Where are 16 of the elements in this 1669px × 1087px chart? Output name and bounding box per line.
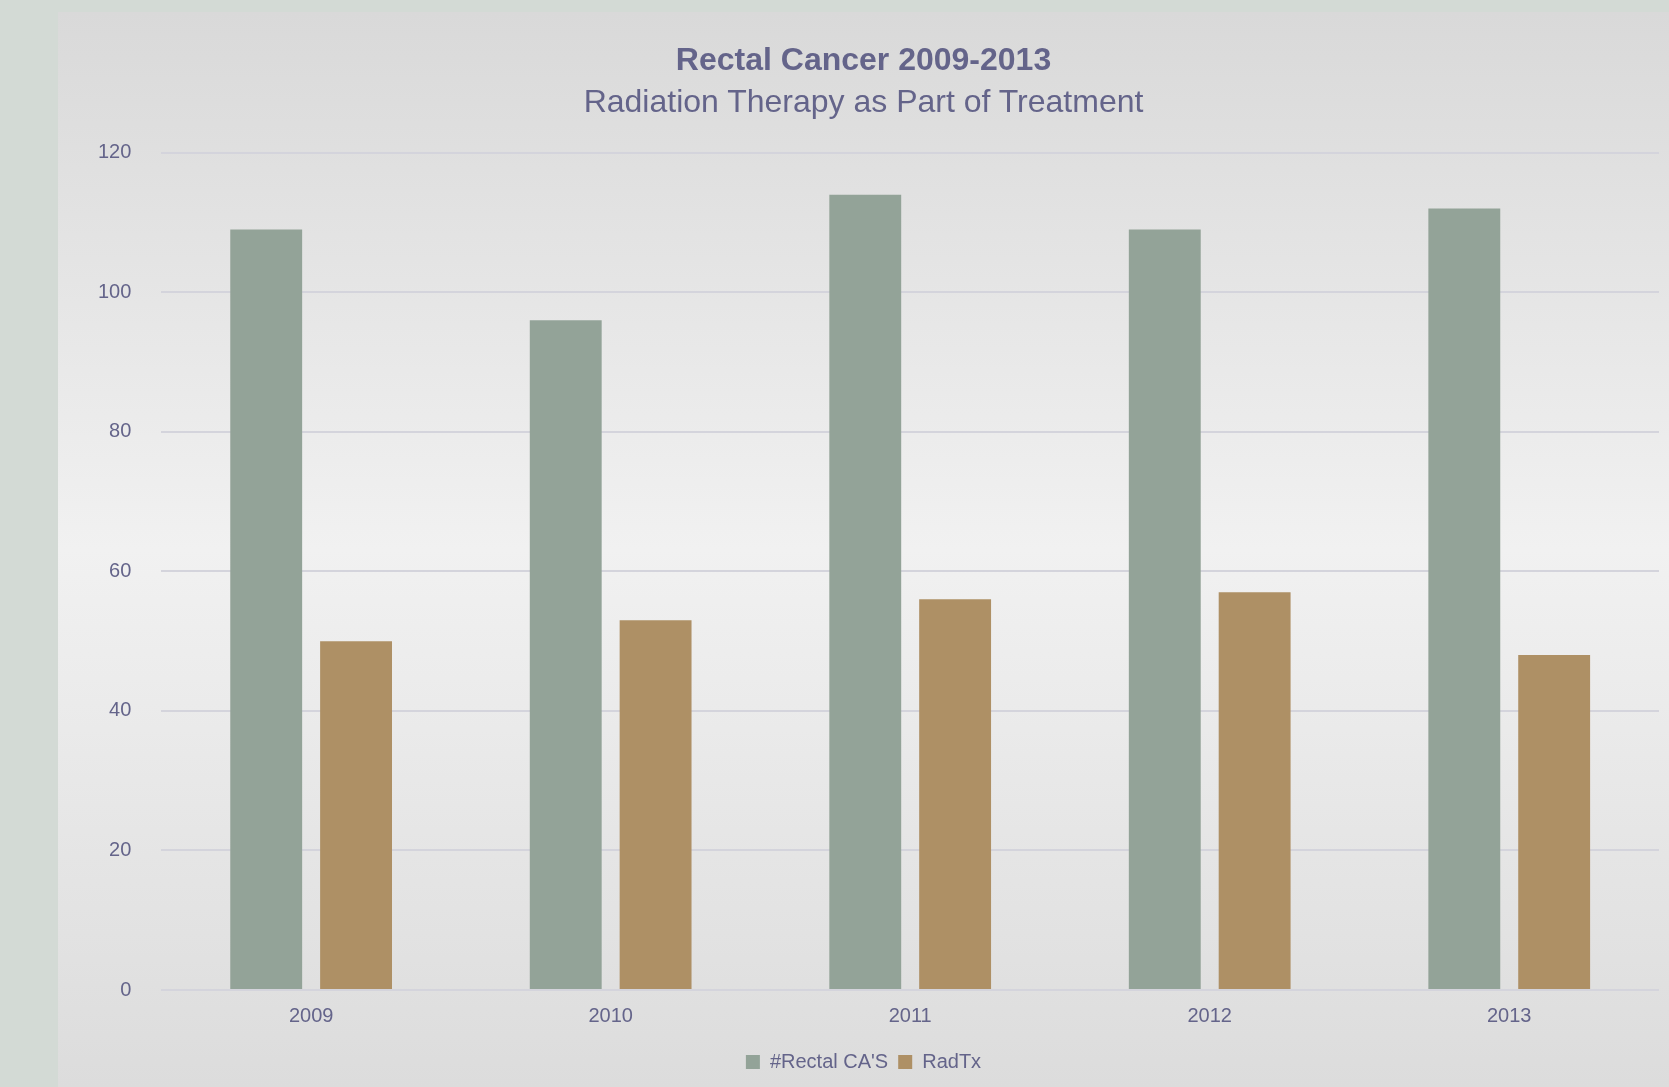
y-tick-label: 20 bbox=[109, 837, 132, 860]
y-tick-label: 0 bbox=[120, 977, 132, 1000]
chart-subtitle: Radiation Therapy as Part of Treatment bbox=[583, 83, 1144, 120]
legend-label: RadTx bbox=[922, 1049, 982, 1072]
x-tick-label: 2010 bbox=[588, 1003, 633, 1026]
x-tick-label: 2009 bbox=[288, 1003, 334, 1026]
x-tick-label: 2012 bbox=[1187, 1003, 1232, 1026]
y-tick-label: 100 bbox=[97, 279, 132, 302]
y-tick-label: 80 bbox=[109, 419, 132, 442]
x-tick-label: 2013 bbox=[1486, 1003, 1532, 1026]
y-tick-label: 120 bbox=[97, 140, 132, 163]
x-tick-label: 2011 bbox=[888, 1003, 932, 1026]
y-tick-label: 60 bbox=[109, 558, 132, 581]
y-tick-label: 40 bbox=[109, 698, 132, 721]
chart-title: Rectal Cancer 2009-2013 bbox=[675, 41, 1052, 78]
legend-label: #Rectal CA'S bbox=[769, 1049, 889, 1072]
